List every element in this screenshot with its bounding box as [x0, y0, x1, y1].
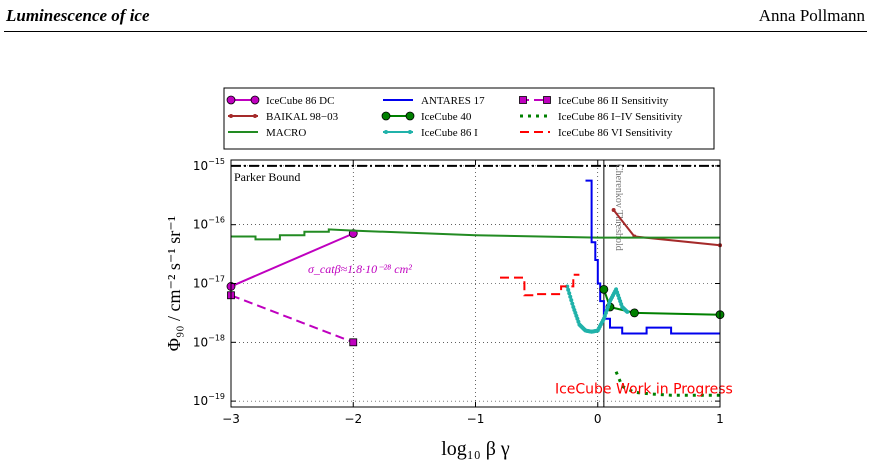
series-line	[230, 232, 354, 288]
cross-section-annotation: σ_catβ≈1.8·10⁻²⁸ cm²	[308, 262, 412, 276]
series-line	[602, 289, 721, 316]
tick-base: 10	[193, 277, 208, 291]
x-tick-label: 0	[594, 412, 602, 426]
legend-label: IceCube 86 DC	[266, 95, 334, 107]
data-point-marker	[568, 294, 573, 299]
legend-label: IceCube 86 I	[421, 127, 478, 139]
data-point-marker	[405, 111, 415, 121]
y-tick-label: 10−16	[193, 216, 225, 232]
cherenkov-threshold-label: Cherenkov Threshold	[613, 164, 624, 251]
tick-exponent: −18	[208, 333, 225, 342]
x-axis-label: log₁₀ β γ	[441, 438, 510, 460]
data-point-marker	[569, 298, 574, 303]
data-point-marker	[519, 96, 527, 104]
legend-label: MACRO	[266, 127, 306, 139]
data-point-marker	[408, 130, 412, 134]
data-point-marker	[226, 95, 236, 105]
legend-label: BAIKAL 98−03	[266, 111, 339, 123]
data-point-marker	[566, 287, 571, 292]
tick-exponent: −17	[208, 275, 225, 284]
data-point-marker	[384, 130, 388, 134]
legend-label: IceCube 86 I−IV Sensitivity	[558, 111, 683, 123]
x-tick-label: −2	[344, 412, 362, 426]
running-author: Anna Pollmann	[758, 6, 865, 25]
y-axis-label: Φ₉₀ / cm⁻² s⁻¹ sr⁻¹	[164, 216, 184, 351]
x-tick-label: −3	[222, 412, 240, 426]
y-tick-label: 10−18	[193, 333, 225, 349]
x-tick-label: 1	[716, 412, 724, 426]
work-in-progress-label: IceCube Work in Progress	[555, 381, 733, 397]
y-tick-label: 10−17	[193, 275, 225, 291]
tick-base: 10	[193, 159, 208, 173]
tick-base: 10	[193, 218, 208, 232]
series-line	[612, 209, 721, 247]
parker-bound-label: Parker Bound	[234, 170, 300, 184]
series-line	[585, 179, 720, 335]
legend: IceCube 86 DC BAIKAL 98−03 MACRO ANTARES 17…	[223, 87, 715, 150]
data-point-marker	[611, 207, 616, 212]
data-point-marker	[349, 338, 358, 347]
data-point-marker	[543, 96, 551, 104]
data-point-marker	[229, 114, 233, 118]
series-line	[614, 371, 720, 397]
tick-base: 10	[193, 394, 208, 408]
header-rule	[4, 31, 867, 32]
page-header: Luminescence of ice Anna Pollmann	[0, 0, 871, 32]
running-title: Luminescence of ice	[6, 6, 150, 25]
data-point-marker	[570, 301, 575, 306]
data-point-marker	[625, 309, 630, 314]
series-layer: Parker Bound Cherenkov Threshold σ_catβ≈1.…	[226, 160, 733, 407]
legend-box	[223, 87, 715, 150]
x-tick-label: −1	[467, 412, 485, 426]
tick-exponent: −15	[208, 157, 225, 166]
data-point-marker	[599, 284, 609, 294]
tick-base: 10	[193, 335, 208, 349]
tick-exponent: −16	[208, 216, 225, 225]
legend-label: IceCube 86 VI Sensitivity	[558, 127, 673, 139]
legend-label: IceCube 86 II Sensitivity	[558, 95, 669, 107]
legend-label: ANTARES 17	[421, 95, 485, 107]
y-tick-label: 10−19	[193, 392, 225, 408]
legend-label: IceCube 40	[421, 111, 472, 123]
series-line	[230, 294, 354, 344]
data-point-marker	[253, 114, 257, 118]
y-tick-label: 10−15	[193, 157, 225, 173]
series-line	[500, 273, 580, 297]
data-point-marker	[567, 291, 572, 296]
tick-exponent: −19	[208, 392, 225, 401]
data-point-marker	[250, 95, 260, 105]
grid	[231, 160, 720, 407]
data-point-marker	[381, 111, 391, 121]
series-line	[231, 228, 720, 241]
data-point-marker	[630, 308, 639, 318]
